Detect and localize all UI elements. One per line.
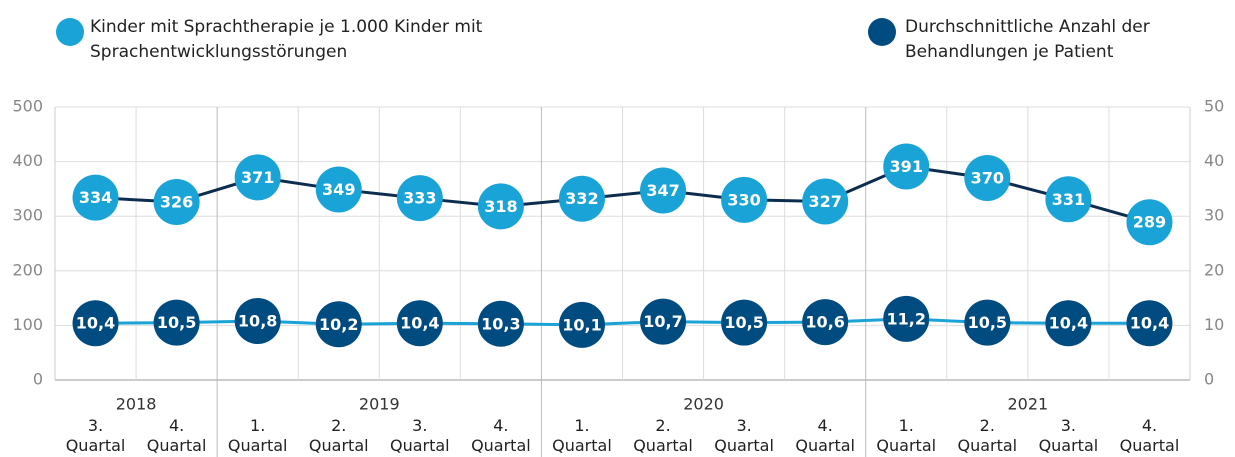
- data-label: 10,7: [643, 312, 682, 331]
- y-tick-label: 0: [33, 370, 43, 389]
- data-point: [477, 300, 524, 347]
- x-tick-label: 2. Quartal: [957, 416, 1018, 455]
- data-label: 334: [79, 188, 112, 207]
- year-label: 2020: [683, 395, 724, 414]
- data-point: [721, 176, 768, 223]
- data-label: 10,5: [724, 313, 763, 332]
- data-label: 10,4: [1049, 314, 1088, 333]
- legend-marker: [868, 18, 896, 46]
- data-label: 10,4: [76, 314, 115, 333]
- y2-tick-label: 10: [1204, 315, 1224, 334]
- data-label: 10,8: [238, 312, 277, 331]
- data-label: 10,2: [319, 315, 358, 334]
- x-tick-label: 1. Quartal: [876, 416, 937, 455]
- data-point: [153, 179, 200, 226]
- x-tick-label: 3. Quartal: [389, 416, 450, 455]
- x-tick-label: 1. Quartal: [227, 416, 288, 455]
- y-tick-label: 300: [12, 206, 43, 225]
- x-tick-label: 3. Quartal: [714, 416, 774, 455]
- data-point: [477, 183, 524, 230]
- x-tick-label: 4. Quartal: [146, 416, 207, 455]
- y2-tick-label: 0: [1204, 370, 1214, 389]
- y2-tick-label: 30: [1204, 206, 1224, 225]
- data-point: [558, 175, 605, 222]
- x-tick-label: 4. Quartal: [1119, 416, 1180, 455]
- data-label: 327: [808, 192, 841, 211]
- y-tick-label: 200: [12, 260, 43, 279]
- year-label: 2019: [359, 395, 400, 414]
- data-label: 333: [403, 189, 436, 208]
- data-label: 331: [1052, 190, 1085, 209]
- data-point: [883, 295, 930, 342]
- data-label: 371: [241, 168, 274, 187]
- x-tick-label: 4. Quartal: [795, 416, 855, 455]
- y2-tick-label: 40: [1204, 151, 1224, 170]
- year-label: 2021: [1007, 395, 1048, 414]
- legend-label: Durchschnittliche Anzahl der Behandlunge…: [905, 17, 1150, 62]
- data-point: [396, 175, 443, 222]
- y2-tick-label: 20: [1204, 260, 1224, 279]
- data-label: 326: [160, 193, 193, 212]
- data-label: 10,5: [157, 313, 196, 332]
- x-tick-label: 1. Quartal: [552, 416, 612, 455]
- data-point: [640, 167, 687, 214]
- x-tick-label: 3. Quartal: [65, 416, 126, 455]
- data-label: 10,1: [562, 315, 601, 334]
- data-label: 349: [322, 180, 355, 199]
- data-label: 370: [971, 168, 1004, 187]
- data-label: 332: [565, 189, 598, 208]
- data-point: [802, 178, 849, 225]
- data-label: 289: [1133, 213, 1166, 232]
- data-point: [234, 298, 281, 345]
- x-tick-label: 2. Quartal: [308, 416, 369, 455]
- y-tick-label: 100: [12, 315, 43, 334]
- data-point: [153, 299, 200, 346]
- data-point: [72, 300, 119, 347]
- x-tick-label: 4. Quartal: [471, 416, 531, 455]
- data-point: [964, 299, 1011, 346]
- data-point: [802, 299, 849, 346]
- data-point: [721, 299, 768, 346]
- y2-tick-label: 50: [1204, 97, 1224, 116]
- data-label: 10,5: [968, 313, 1007, 332]
- y-tick-label: 400: [12, 151, 43, 170]
- data-label: 10,6: [805, 313, 844, 332]
- data-label: 318: [484, 197, 517, 216]
- x-tick-label: 2. Quartal: [633, 416, 693, 455]
- data-label: 330: [727, 190, 760, 209]
- legend-label: Kinder mit Sprachtherapie je 1.000 Kinde…: [90, 17, 483, 62]
- data-point: [883, 143, 930, 190]
- data-point: [315, 166, 362, 213]
- data-point: [558, 301, 605, 348]
- data-point: [1045, 300, 1092, 347]
- data-label: 10,4: [400, 314, 439, 333]
- data-point: [234, 154, 281, 201]
- data-label: 10,3: [481, 314, 520, 333]
- data-point: [315, 301, 362, 348]
- data-label: 11,2: [887, 309, 926, 328]
- data-label: 10,4: [1130, 314, 1169, 333]
- data-point: [964, 154, 1011, 201]
- year-label: 2018: [116, 395, 157, 414]
- data-point: [1126, 199, 1173, 246]
- data-point: [640, 298, 687, 345]
- data-point: [72, 174, 119, 221]
- x-tick-label: 3. Quartal: [1038, 416, 1099, 455]
- data-point: [1045, 176, 1092, 223]
- data-label: 347: [646, 181, 679, 200]
- y-tick-label: 500: [12, 97, 43, 116]
- data-point: [1126, 300, 1173, 347]
- legend-marker: [56, 18, 84, 46]
- data-label: 391: [890, 157, 923, 176]
- data-point: [396, 300, 443, 347]
